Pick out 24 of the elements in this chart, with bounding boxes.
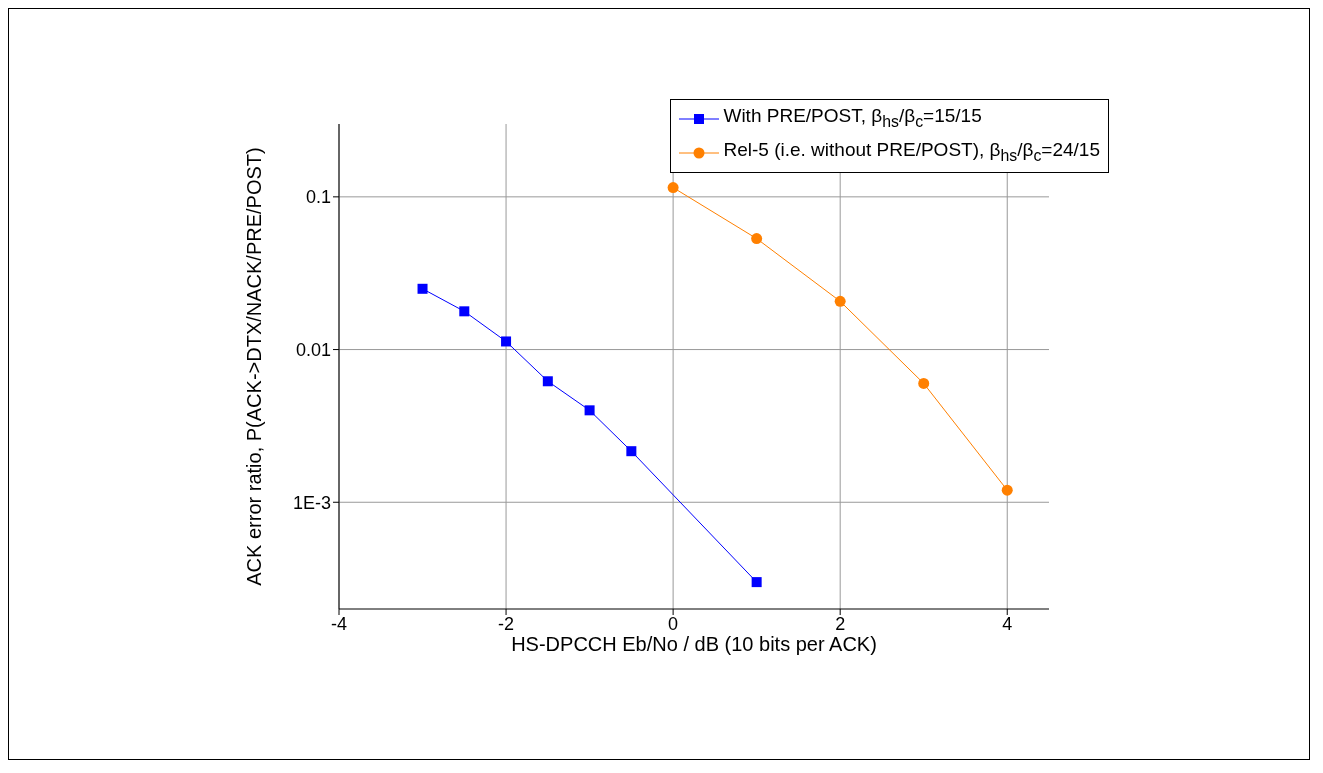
point: [542, 376, 553, 387]
y-tick-label: 0.1: [305, 187, 331, 208]
point: [1001, 484, 1013, 496]
x-tick-label: 4: [1002, 613, 1013, 634]
point: [751, 577, 762, 588]
point: [501, 336, 512, 347]
point: [417, 283, 428, 294]
x-tick-label: 2: [835, 613, 846, 634]
y-tick-label: 0.01: [295, 339, 331, 360]
legend-label: Rel-5 (i.e. without PRE/POST), β$_{hs}$/β$_{c}$=24/15: [723, 137, 1100, 166]
y-axis-title: ACK error ratio, P(ACK->DTX/NACK/PRE/POST): [243, 147, 266, 586]
x-axis-title: HS-DPCCH Eb/No / dB (10 bits per ACK): [511, 633, 877, 655]
point: [667, 182, 679, 194]
point: [459, 306, 470, 317]
x-tick-label: -4: [330, 613, 348, 634]
x-tick-label: -2: [498, 613, 515, 634]
point: [918, 377, 930, 389]
point: [626, 446, 637, 457]
y-tick-label: 1E-3: [292, 492, 331, 513]
point: [834, 295, 846, 307]
x-tick-label: 0: [668, 613, 679, 634]
point: [751, 233, 763, 245]
point: [584, 405, 595, 416]
legend-label: With PRE/POST, β$_{hs}$/β$_{c}$=15/15: [723, 104, 982, 132]
